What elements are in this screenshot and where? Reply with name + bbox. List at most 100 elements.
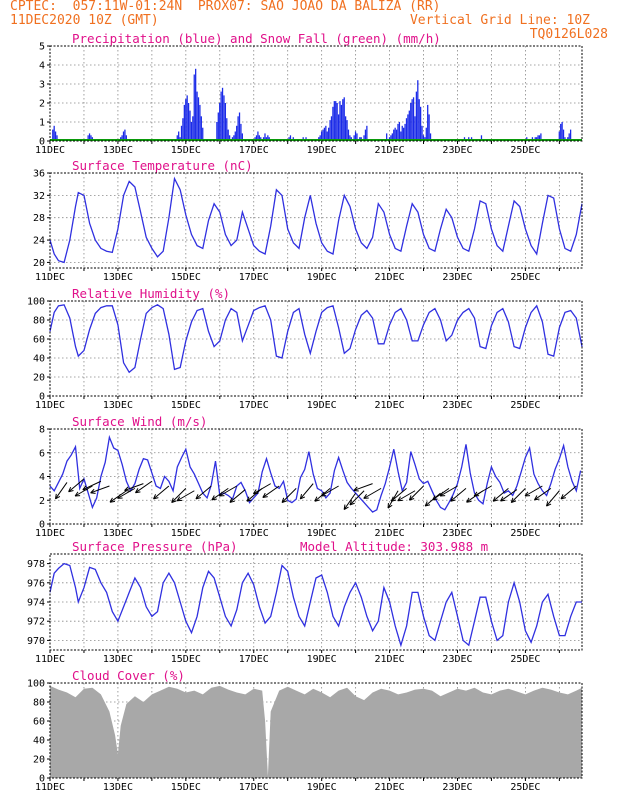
wind-arrow	[211, 487, 229, 501]
surface-temperature-x-label: 21DEC	[375, 272, 405, 283]
wind-arrow-head	[211, 498, 217, 501]
precip-bar	[538, 135, 541, 141]
precipitation-blue-x-label: 17DEC	[239, 145, 269, 156]
wind-arrow-head	[560, 494, 564, 500]
wind-arrow	[82, 480, 102, 491]
precip-bar	[332, 106, 334, 141]
precip-bar	[56, 135, 58, 141]
wind-arrow-head	[229, 500, 235, 503]
precip-bar	[394, 127, 396, 141]
wind-arrow-head	[109, 500, 116, 503]
precip-bar	[223, 95, 225, 141]
cloud-cover-y-label: 40	[33, 736, 45, 747]
wind-arrow-head	[262, 496, 268, 498]
precip-bar	[353, 135, 355, 141]
precip-bar	[558, 131, 560, 141]
precip-bar	[336, 103, 338, 141]
wind-arrow-head	[524, 491, 529, 497]
wind-arrow-head	[353, 486, 358, 491]
precip-bar	[417, 80, 419, 141]
precipitation-blue-y-label: 0	[39, 137, 45, 148]
precip-bar	[326, 131, 328, 141]
precip-bar	[240, 123, 242, 141]
wind-arrow-head	[500, 496, 504, 502]
precip-bar	[425, 127, 427, 141]
wind-arrow	[534, 487, 552, 501]
precip-bar	[428, 114, 430, 141]
precip-bar	[391, 133, 393, 141]
surface-wind-x-label: 23DEC	[442, 528, 472, 539]
wind-arrow-head	[314, 499, 320, 502]
surface-pressure-frame	[49, 553, 583, 651]
precip-bar	[228, 135, 231, 141]
precipitation-blue-x-label: 19DEC	[307, 145, 337, 156]
wind-arrow-head	[153, 497, 159, 500]
wind-arrow-head	[55, 495, 61, 500]
wind-arrow-head	[466, 500, 472, 503]
relative-humidity-y-label: 40	[33, 354, 45, 365]
precipitation-blue-y-label: 5	[39, 42, 45, 53]
surface-temperature-y-label: 32	[33, 191, 45, 202]
precip-bar	[347, 129, 350, 141]
wind-arrow	[546, 490, 560, 507]
wind-arrow	[353, 483, 373, 491]
surface-pressure-x-label: 17DEC	[239, 654, 269, 665]
wind-arrow-head	[387, 504, 393, 509]
precip-bar	[325, 125, 327, 141]
wind-arrow	[253, 483, 271, 495]
surface-wind-y-label: 6	[39, 448, 45, 459]
relative-humidity-x-label: 17DEC	[239, 400, 269, 411]
relative-humidity-x-label: 25DEC	[510, 400, 540, 411]
precip-bar	[349, 135, 351, 141]
precip-bar	[90, 135, 92, 141]
wind-arrow-head	[246, 496, 250, 502]
relative-humidity-line	[49, 304, 583, 374]
surface-temperature-x-label: 13DEC	[103, 272, 133, 283]
wind-arrow	[349, 490, 365, 506]
surface-pressure-x-label: 11DEC	[35, 654, 65, 665]
wind-arrow-head	[343, 504, 346, 510]
relative-humidity-x-label: 21DEC	[375, 400, 405, 411]
precip-bar	[405, 118, 408, 141]
wind-arrow-head	[74, 491, 79, 497]
precip-bar	[404, 123, 406, 141]
precip-bar	[187, 103, 190, 141]
precip-bar	[398, 122, 401, 141]
wind-arrow	[55, 482, 68, 500]
wind-arrow-head	[82, 485, 87, 491]
wind-arrow	[229, 489, 246, 503]
wind-arrow-head	[176, 496, 181, 502]
precipitation-blue-y-label: 3	[39, 80, 45, 91]
wind-arrow-head	[171, 500, 177, 503]
surface-temperature-y-label: 28	[33, 213, 45, 224]
wind-arrow	[439, 485, 458, 497]
cloud-cover-x-label: 13DEC	[103, 782, 133, 793]
surface-pressure-x-label: 13DEC	[103, 654, 133, 665]
precip-bar	[224, 103, 227, 141]
cloud-cover-frame	[49, 682, 583, 779]
wind-arrow-head	[546, 503, 552, 507]
precip-bar	[125, 135, 127, 141]
wind-arrow-head	[343, 506, 349, 510]
surface-temperature-line	[49, 176, 583, 264]
relative-humidity-x-label: 11DEC	[35, 400, 65, 411]
header-location: CPTEC: 057:11W-01:24N PROX07: SAO JOAO D…	[10, 0, 441, 14]
cloud-cover-y-label: 80	[33, 698, 45, 709]
wind-arrow-head	[353, 489, 359, 492]
relative-humidity-y-label: 60	[33, 335, 45, 346]
precip-bar	[403, 127, 405, 141]
surface-wind-y-label: 4	[39, 472, 45, 483]
surface-pressure-line	[49, 562, 582, 648]
surface-temperature-x-label: 25DEC	[510, 272, 540, 283]
surface-wind-y-label: 8	[39, 425, 45, 436]
surface-wind-x-label: 11DEC	[35, 528, 65, 539]
wind-arrow-head	[135, 491, 141, 494]
relative-humidity-x-label: 23DEC	[442, 400, 472, 411]
surface-wind-title: Surface Wind (m/s)	[72, 414, 207, 429]
surface-temperature-x-label: 15DEC	[171, 272, 201, 283]
precip-bar	[333, 101, 335, 141]
cloud-cover-title: Cloud Cover (%)	[72, 668, 185, 683]
precip-bar	[233, 135, 235, 141]
surface-temperature-frame	[49, 172, 583, 269]
